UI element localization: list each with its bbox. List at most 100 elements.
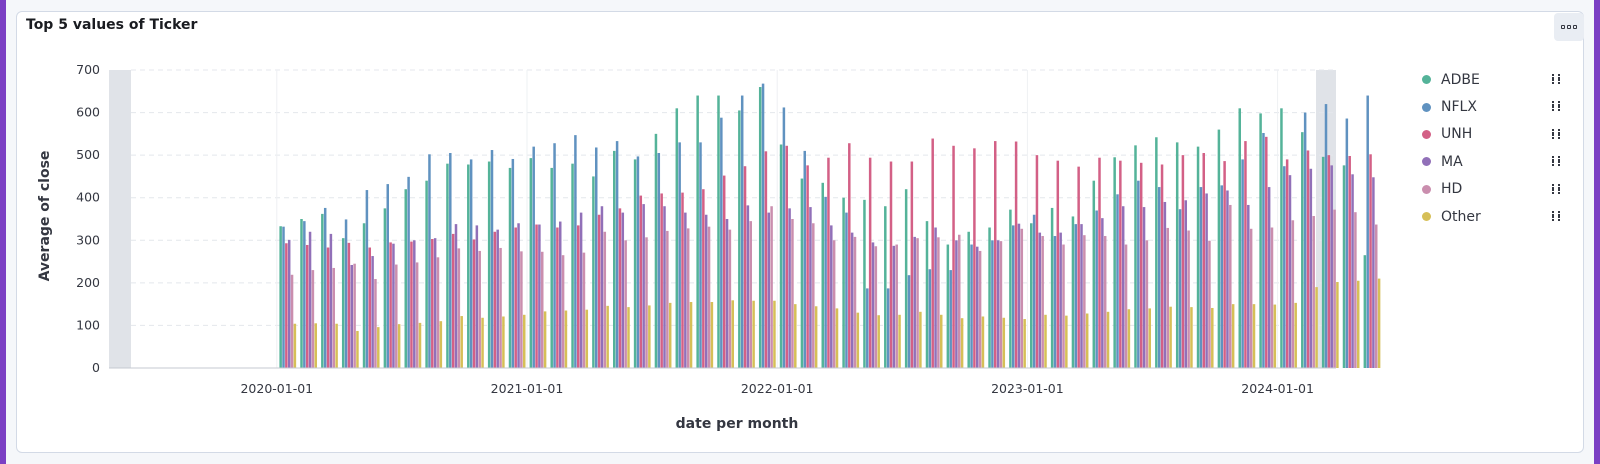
legend-action-icon[interactable] [1552, 74, 1560, 86]
legend-action-icon[interactable] [1552, 101, 1560, 113]
bar-hd [1103, 236, 1107, 368]
bar-nflx [803, 150, 806, 368]
bar-nflx [407, 176, 410, 368]
bar-other [606, 305, 609, 368]
bar-ma [538, 224, 541, 368]
bar-adbe [675, 108, 679, 368]
bar-nflx [1137, 180, 1140, 368]
bar-ma [1288, 175, 1292, 368]
bar-adbe [863, 199, 866, 368]
bar-hd [874, 246, 878, 368]
bar-adbe [446, 163, 449, 368]
bar-hd [1083, 235, 1086, 368]
y-axis-title: Average of close [37, 151, 53, 282]
bar-other [523, 314, 526, 368]
bar-adbe [300, 219, 303, 368]
bar-hd [1333, 209, 1336, 368]
bar-nflx [1157, 187, 1161, 368]
bar-hd [1062, 244, 1065, 368]
bar-nflx [1262, 133, 1265, 368]
bar-adbe [1280, 108, 1283, 368]
panel-options-button[interactable] [1554, 13, 1584, 41]
bar-other [1127, 309, 1131, 368]
bar-other [877, 315, 880, 368]
bar-nflx [386, 184, 389, 368]
bar-ma [871, 242, 875, 368]
bar-unh [597, 214, 601, 368]
bar-unh [1077, 166, 1080, 368]
bar-ma [1309, 168, 1313, 368]
bar-other [460, 316, 463, 368]
bar-unh [910, 161, 914, 368]
bar-nflx [532, 146, 535, 368]
bar-hd [374, 279, 377, 368]
bar-ma [287, 239, 291, 368]
legend-item-unh[interactable]: UNH [1412, 121, 1562, 148]
bar-other [898, 314, 901, 368]
bar-nflx [303, 221, 306, 368]
bar-adbe [1217, 129, 1221, 368]
bar-nflx [1199, 187, 1203, 368]
bar-hd [332, 267, 335, 368]
legend-item-ma[interactable]: MA [1412, 148, 1562, 175]
legend-item-hd[interactable]: HD [1412, 176, 1562, 203]
bar-hd [853, 236, 857, 368]
x-tick-label: 2020-01-01 [240, 381, 313, 396]
bar-adbe [821, 182, 824, 368]
bar-nflx [1012, 225, 1015, 368]
bar-adbe [1113, 157, 1116, 368]
bar-hd [541, 251, 544, 368]
bar-unh [1223, 161, 1226, 368]
bar-unh [431, 239, 434, 368]
legend-item-nflx[interactable]: NFLX [1412, 93, 1562, 120]
bar-unh [1035, 155, 1039, 368]
bar-adbe [529, 158, 533, 368]
bar-adbe [967, 231, 970, 368]
bar-unh [410, 241, 413, 368]
legend-item-other[interactable]: Other [1412, 203, 1562, 230]
legend-label: MA [1441, 153, 1463, 170]
bar-adbe [1030, 223, 1033, 368]
bar-unh [1285, 159, 1289, 368]
bar-hd [1166, 227, 1169, 368]
bar-nflx [511, 158, 515, 368]
bar-ma [704, 214, 708, 368]
bar-nflx [449, 153, 452, 368]
bar-adbe [425, 180, 428, 368]
bar-hd [770, 206, 773, 368]
y-tick-label: 400 [76, 190, 100, 205]
bar-nflx [1366, 95, 1369, 368]
bar-hd [603, 231, 607, 368]
legend-action-icon[interactable] [1552, 156, 1560, 168]
bar-other [752, 300, 755, 368]
bar-unh [1327, 155, 1331, 368]
bar-unh [514, 227, 517, 368]
legend-action-icon[interactable] [1552, 183, 1560, 196]
bar-nflx [678, 142, 681, 368]
bar-adbe [1175, 142, 1179, 368]
bar-nflx [1053, 236, 1057, 368]
bar-other [1023, 319, 1026, 368]
bar-other [710, 302, 714, 368]
bar-adbe [738, 110, 741, 368]
bar-unh [1265, 136, 1268, 368]
bar-adbe [988, 227, 991, 368]
bar-nflx [469, 159, 473, 368]
bar-unh [389, 242, 392, 368]
x-tick-label: 2023-01-01 [991, 381, 1064, 396]
legend-item-adbe[interactable]: ADBE [1412, 66, 1562, 93]
bar-hd [415, 262, 419, 368]
bar-ma [559, 221, 562, 368]
bar-ma [1184, 200, 1187, 368]
bar-unh [1056, 160, 1060, 368]
bar-adbe [696, 95, 699, 368]
bar-ma [1017, 223, 1021, 368]
bar-unh [618, 208, 622, 368]
bar-adbe [362, 223, 366, 368]
bar-other [1085, 313, 1089, 368]
bar-adbe [550, 167, 553, 368]
legend-action-icon[interactable] [1552, 210, 1560, 223]
bar-hd [707, 226, 711, 368]
legend-action-icon[interactable] [1552, 128, 1560, 141]
bar-adbe [508, 167, 512, 368]
